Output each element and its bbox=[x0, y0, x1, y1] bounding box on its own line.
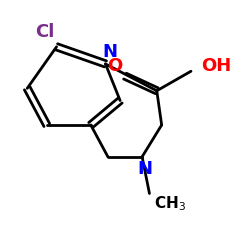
Text: N: N bbox=[103, 43, 118, 61]
Text: Cl: Cl bbox=[35, 23, 54, 41]
Text: O: O bbox=[108, 57, 123, 75]
Text: N: N bbox=[137, 160, 152, 178]
Text: OH: OH bbox=[201, 57, 231, 75]
Text: CH$_3$: CH$_3$ bbox=[154, 194, 186, 212]
